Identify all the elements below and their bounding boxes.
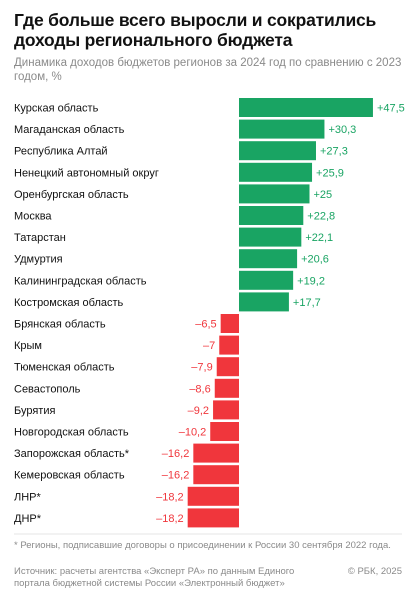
value-label: –16,2: [162, 470, 190, 482]
value-label: –18,2: [156, 491, 184, 503]
bar: [187, 486, 239, 506]
value-label: –10,2: [179, 427, 207, 439]
bar: [239, 184, 310, 204]
category-label: Запорожская область*: [14, 448, 130, 460]
bar: [239, 227, 302, 247]
chart-title: Где больше всего выросли и сократились д…: [14, 10, 377, 50]
value-label: –7: [203, 340, 215, 352]
category-label: Костромская область: [14, 297, 124, 309]
category-label: Калининградская область: [14, 275, 147, 287]
value-label: +17,7: [293, 297, 321, 309]
bar: [213, 400, 239, 420]
bar: [239, 206, 304, 225]
footnote: * Регионы, подписавшие договоры о присое…: [14, 540, 391, 551]
bar: [239, 119, 325, 139]
value-label: +19,2: [297, 275, 325, 287]
category-label: Новгородская область: [14, 427, 129, 439]
bar: [239, 292, 289, 312]
category-label: Крым: [14, 340, 42, 352]
value-label: –18,2: [156, 513, 184, 525]
category-label: Тюменская область: [14, 362, 115, 374]
bar: [210, 422, 239, 441]
category-label: Республика Алтай: [14, 146, 108, 158]
category-label: Магаданская область: [14, 124, 125, 136]
bar: [239, 162, 313, 182]
value-label: +25: [314, 189, 333, 201]
category-label: Брянская область: [14, 319, 106, 331]
bar: [187, 508, 239, 528]
category-label: Бурятия: [14, 405, 55, 417]
chart-subtitle: Динамика доходов бюджетов регионов за 20…: [14, 57, 402, 83]
category-label: ЛНР*: [14, 491, 41, 503]
value-label: +30,3: [328, 124, 356, 136]
category-label: Кемеровская область: [14, 470, 125, 482]
category-label: Москва: [14, 211, 52, 223]
value-label: –6,5: [195, 319, 216, 331]
value-label: –9,2: [188, 405, 209, 417]
category-label: Татарстан: [14, 232, 66, 244]
bar: [239, 98, 373, 117]
category-label: Курская область: [14, 103, 99, 115]
copyright: © РБК, 2025: [347, 566, 402, 577]
bar: [220, 314, 239, 333]
value-label: +22,1: [305, 232, 333, 244]
category-label: Ненецкий автономный округ: [14, 167, 159, 179]
bar: [216, 357, 239, 377]
bar: [239, 249, 298, 269]
bar: [239, 141, 316, 161]
bar: [193, 443, 239, 463]
value-label: –16,2: [162, 448, 190, 460]
value-label: +20,6: [301, 254, 329, 266]
value-label: –8,6: [189, 383, 210, 395]
bar: [193, 465, 239, 485]
bar: [219, 335, 239, 355]
value-label: –7,9: [191, 362, 212, 374]
category-label: Удмуртия: [14, 254, 63, 266]
value-label: +47,5: [377, 103, 405, 115]
bar: [239, 270, 294, 290]
value-label: +27,3: [320, 146, 348, 158]
category-label: Севастополь: [14, 383, 81, 395]
value-label: +25,9: [316, 167, 344, 179]
bar: [214, 378, 239, 398]
category-label: ДНР*: [14, 513, 42, 525]
category-label: Оренбургская область: [14, 189, 129, 201]
source-note: Источник: расчеты агентства «Эксперт РА»…: [14, 566, 295, 589]
value-label: +22,8: [307, 211, 335, 223]
